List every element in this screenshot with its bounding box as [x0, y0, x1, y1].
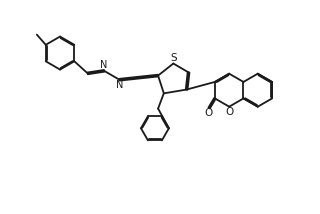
Text: N: N: [116, 80, 124, 90]
Text: O: O: [225, 107, 233, 117]
Text: O: O: [204, 108, 213, 118]
Text: S: S: [170, 54, 177, 63]
Text: N: N: [100, 60, 108, 70]
